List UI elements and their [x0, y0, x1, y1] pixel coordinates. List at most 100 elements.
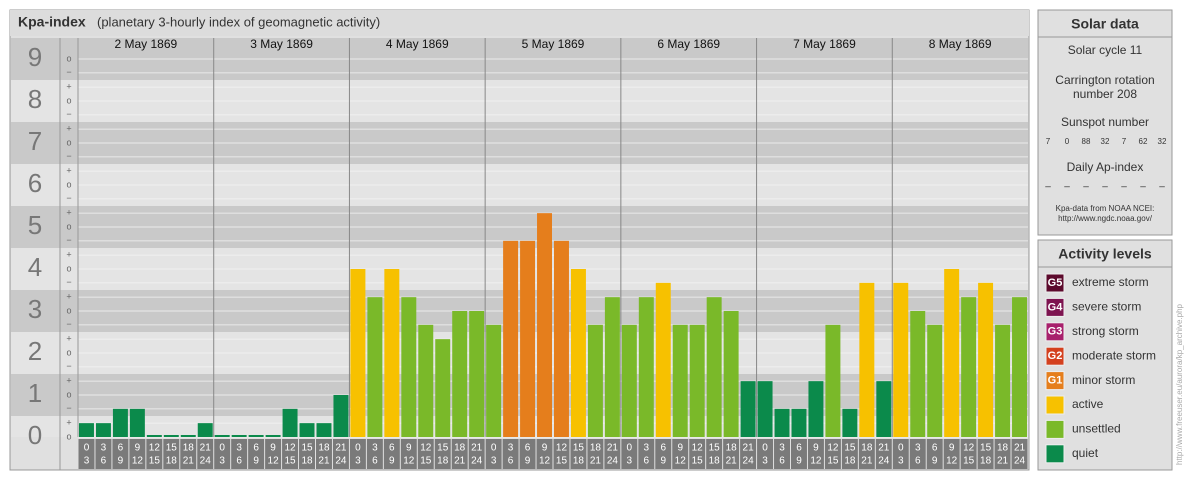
- sub-tick-label: +: [66, 418, 71, 428]
- time-label: 6: [525, 443, 531, 454]
- bar: [978, 282, 994, 437]
- time-label: 15: [692, 456, 704, 467]
- time-cell: [383, 439, 400, 469]
- sub-tick-label: o: [66, 389, 71, 399]
- sunspot-number: 0: [1065, 137, 1070, 146]
- time-cell: [332, 439, 349, 469]
- time-cell: [112, 439, 129, 469]
- time-cell: [587, 439, 604, 469]
- legend-swatch: [1045, 273, 1065, 293]
- bar: [452, 311, 468, 437]
- ap-value: –: [1140, 182, 1146, 193]
- time-label: 6: [372, 456, 378, 467]
- sunspot-number: 32: [1158, 137, 1167, 146]
- chart-title: Kpa-index: [18, 14, 86, 30]
- sub-tick-label: +: [66, 124, 71, 134]
- time-cell: [485, 439, 502, 469]
- time-label: 3: [219, 456, 225, 467]
- time-label: 18: [844, 456, 856, 467]
- bar: [604, 297, 620, 437]
- time-label: 9: [118, 456, 124, 467]
- time-label: 9: [796, 456, 802, 467]
- bar: [893, 282, 909, 437]
- legend-swatch: [1045, 346, 1065, 366]
- time-label: 6: [236, 456, 242, 467]
- sub-tick-label: −: [66, 403, 71, 413]
- time-label: 21: [1014, 443, 1026, 454]
- time-label: 12: [810, 456, 822, 467]
- bar: [231, 435, 247, 437]
- bar: [859, 282, 875, 437]
- sub-tick-label: o: [66, 137, 71, 147]
- legend-label: severe storm: [1072, 300, 1141, 314]
- sub-tick-label: o: [66, 95, 71, 105]
- sub-tick-label: +: [66, 250, 71, 260]
- sub-tick-label: −: [66, 319, 71, 329]
- time-cell: [502, 439, 519, 469]
- sub-tick-label: o: [66, 221, 71, 231]
- day-label: 3 May 1869: [250, 37, 313, 51]
- time-label: 3: [898, 456, 904, 467]
- time-label: 9: [542, 443, 548, 454]
- time-label: 12: [692, 443, 704, 454]
- sub-tick-label: +: [66, 82, 71, 92]
- time-label: 18: [861, 443, 873, 454]
- bar: [367, 297, 383, 437]
- time-label: 21: [590, 456, 602, 467]
- ap-value: –: [1102, 182, 1108, 193]
- bar: [248, 435, 264, 437]
- bar: [112, 408, 128, 437]
- time-label: 12: [946, 456, 958, 467]
- sub-tick-label: −: [66, 109, 71, 119]
- time-label: 6: [915, 456, 921, 467]
- time-cell: [553, 439, 570, 469]
- time-cell: [519, 439, 536, 469]
- time-label: 15: [301, 443, 313, 454]
- bar: [299, 423, 315, 437]
- sunspot-number: 88: [1082, 137, 1091, 146]
- time-label: 9: [949, 443, 955, 454]
- time-cell: [214, 439, 231, 469]
- time-label: 3: [508, 443, 514, 454]
- time-label: 18: [997, 443, 1009, 454]
- carrington: number 208: [1073, 87, 1137, 101]
- y-tick-label: 5: [28, 210, 42, 240]
- bar: [740, 381, 756, 437]
- day-label: 7 May 1869: [793, 37, 856, 51]
- time-cell: [638, 439, 655, 469]
- time-cell: [723, 439, 740, 469]
- time-cell: [960, 439, 977, 469]
- bar: [655, 282, 671, 437]
- time-label: 21: [861, 456, 873, 467]
- panel-title: Solar data: [1071, 16, 1139, 32]
- time-label: 3: [915, 443, 921, 454]
- source: Kpa-data from NOAA NCEI:: [1056, 204, 1155, 213]
- sub-tick-label: o: [66, 53, 71, 63]
- time-label: 9: [270, 443, 276, 454]
- bar: [774, 408, 790, 437]
- time-label: 15: [284, 456, 296, 467]
- bar: [638, 297, 654, 437]
- time-cell: [791, 439, 807, 469]
- time-label: 15: [827, 456, 839, 467]
- time-cell: [95, 439, 112, 469]
- sunspot-number: 7: [1122, 137, 1127, 146]
- time-label: 15: [437, 443, 449, 454]
- time-label: 18: [726, 443, 738, 454]
- bar: [587, 324, 603, 437]
- time-label: 9: [389, 456, 395, 467]
- y-tick-label: 3: [28, 294, 42, 324]
- time-label: 6: [118, 443, 124, 454]
- time-label: 9: [135, 443, 141, 454]
- time-cell: [536, 439, 553, 469]
- time-label: 3: [372, 443, 378, 454]
- time-label: 18: [318, 443, 330, 454]
- bar: [910, 311, 926, 437]
- bar: [384, 269, 400, 437]
- time-label: 9: [525, 456, 531, 467]
- sub-tick-label: +: [66, 208, 71, 218]
- bar: [723, 311, 739, 437]
- bar: [927, 324, 943, 437]
- day-label: 5 May 1869: [522, 37, 585, 51]
- bar: [1012, 297, 1027, 437]
